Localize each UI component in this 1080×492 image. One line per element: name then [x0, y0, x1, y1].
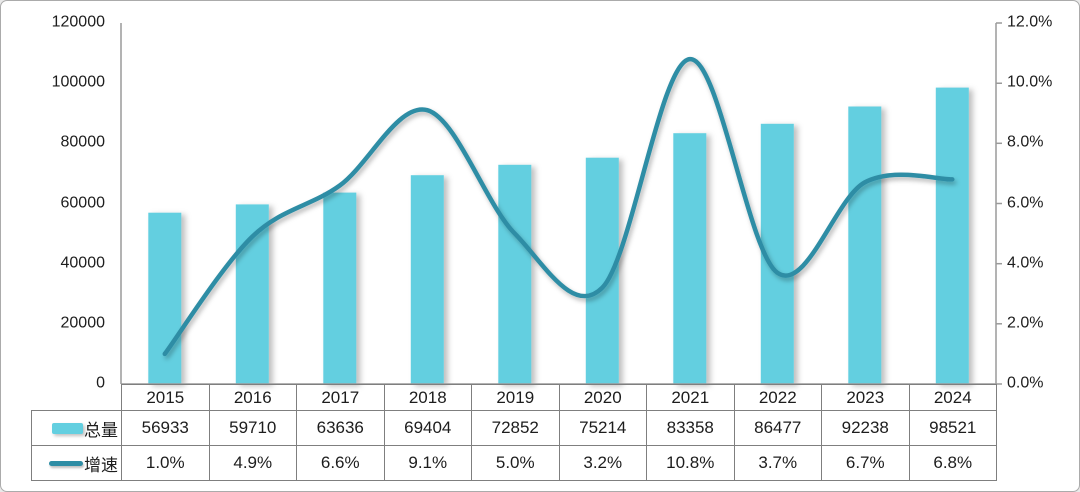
bar-2018: [410, 175, 444, 384]
legend-label: 增速: [84, 455, 118, 475]
bar-2016: [235, 204, 269, 384]
right-axis-tick-label: 8.0%: [1007, 133, 1044, 151]
bar-2015: [148, 212, 182, 384]
line-swatch-icon: [49, 460, 83, 466]
year-cell-2024: 2024: [908, 384, 997, 411]
total-cell-2015: 56933: [121, 410, 210, 446]
right-axis-tick-label: 12.0%: [1007, 13, 1053, 31]
bars-series: [148, 87, 969, 385]
bar-2024: [935, 87, 969, 384]
total-cell-2023: 92238: [821, 410, 910, 446]
total-cell-2021: 83358: [646, 410, 735, 446]
total-cell-2024: 98521: [908, 410, 997, 446]
bar-swatch-icon: [52, 422, 83, 434]
right-axis-tick-label: 10.0%: [1007, 73, 1053, 91]
growth-cell-2019: 5.0%: [471, 445, 560, 481]
left-axis-tick-label: 40000: [60, 254, 106, 272]
year-cell-2018: 2018: [383, 384, 472, 411]
legend-cell-total: 总量: [31, 410, 122, 446]
left-axis-tick-label: 20000: [60, 314, 106, 332]
line-series: [162, 56, 955, 357]
year-cell-2023: 2023: [821, 384, 910, 411]
growth-line: [162, 56, 955, 357]
left-axis-tick-label: 120000: [51, 13, 105, 31]
left-axis-tick-label: 100000: [51, 73, 105, 91]
growth-cell-2022: 3.7%: [733, 445, 822, 481]
bar-2023: [848, 106, 882, 384]
total-cell-2019: 72852: [471, 410, 560, 446]
right-axis-tick-label: 6.0%: [1007, 194, 1044, 212]
left-axis-tick-label: 0: [96, 374, 105, 392]
year-cell-2021: 2021: [646, 384, 735, 411]
year-cell-2015: 2015: [121, 384, 210, 411]
year-cell-2020: 2020: [558, 384, 647, 411]
growth-cell-2024: 6.8%: [908, 445, 997, 481]
data-table: 2015 2016 2017 2018 2019 2020 2021 2022 2023 2024…: [31, 384, 997, 481]
bar-2017: [323, 192, 357, 384]
year-cell-2017: 2017: [296, 384, 385, 411]
table-row-growth: 增速 1.0% 4.9% 6.6% 9.1% 5.0% 3.2% 10.8% 3.7% 6.7% 6…: [31, 445, 997, 481]
table-corner-blank: [32, 385, 122, 411]
legend-key: 增速: [33, 451, 118, 476]
table-row-total: 总量 56933 59710 63636 69404 72852 75214 83358 864…: [31, 410, 997, 446]
total-cell-2018: 69404: [383, 410, 472, 446]
left-axis-tick-label: 60000: [60, 194, 106, 212]
total-cell-2017: 63636: [296, 410, 385, 446]
growth-cell-2018: 9.1%: [383, 445, 472, 481]
right-axis-tick-label: 2.0%: [1007, 314, 1044, 332]
growth-cell-2021: 10.8%: [646, 445, 735, 481]
legend-cell-growth: 增速: [31, 445, 122, 481]
year-cell-2019: 2019: [471, 384, 560, 411]
legend-label: 总量: [84, 420, 118, 440]
growth-cell-2020: 3.2%: [558, 445, 647, 481]
table-row-years: 2015 2016 2017 2018 2019 2020 2021 2022 2023 2024: [32, 384, 997, 411]
legend-key: 总量: [33, 416, 118, 441]
growth-cell-2015: 1.0%: [121, 445, 210, 481]
total-cell-2016: 59710: [208, 410, 297, 446]
growth-cell-2023: 6.7%: [821, 445, 910, 481]
growth-cell-2017: 6.6%: [296, 445, 385, 481]
year-cell-2016: 2016: [208, 384, 297, 411]
growth-cell-2016: 4.9%: [208, 445, 297, 481]
year-cell-2022: 2022: [733, 384, 822, 411]
total-cell-2020: 75214: [558, 410, 647, 446]
bar-2021: [673, 133, 707, 384]
bar-2019: [498, 164, 532, 384]
right-axis-tick-label: 0.0%: [1007, 374, 1044, 392]
right-axis-tick-label: 4.0%: [1007, 254, 1044, 272]
total-cell-2022: 86477: [733, 410, 822, 446]
left-axis-tick-label: 80000: [60, 133, 106, 151]
